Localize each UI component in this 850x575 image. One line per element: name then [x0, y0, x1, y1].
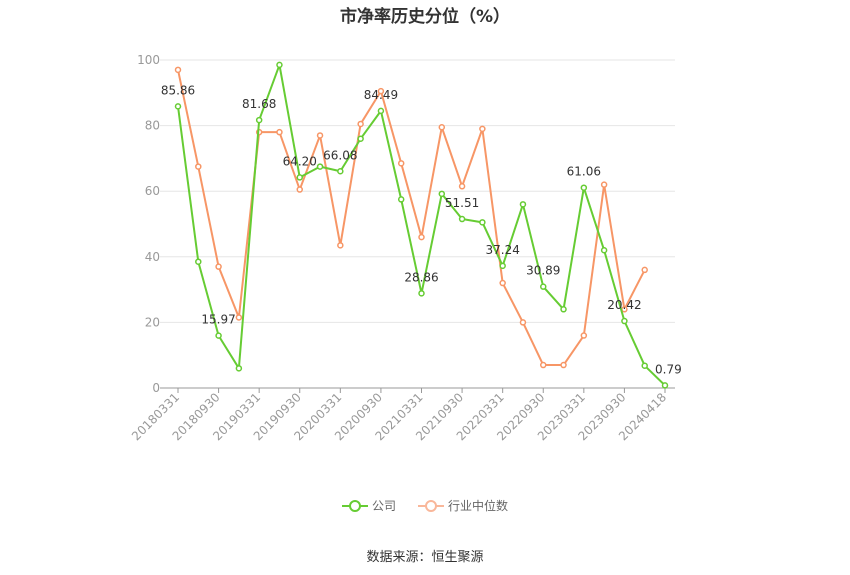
data-label: 15.97: [201, 313, 235, 327]
point-company[interactable]: [316, 163, 324, 170]
point-company[interactable]: [641, 362, 648, 369]
point-industry[interactable]: [600, 181, 608, 188]
point-industry[interactable]: [337, 242, 344, 249]
y-tick-label: 20: [145, 315, 160, 329]
data-label: 85.86: [161, 83, 195, 97]
data-label: 30.89: [526, 264, 560, 278]
point-company[interactable]: [195, 258, 202, 265]
data-label: 0.79: [655, 362, 682, 376]
point-industry[interactable]: [438, 123, 446, 131]
point-industry[interactable]: [215, 263, 222, 270]
point-industry[interactable]: [641, 266, 648, 274]
point-company[interactable]: [255, 116, 263, 124]
y-tick-label: 100: [137, 53, 160, 67]
legend-company-label: 公司: [371, 499, 396, 513]
legend-item-company[interactable]: 公司: [341, 497, 396, 514]
data-labels: 85.86 15.97 81.68 64.20 66.08 84.49 28.86 51.51…: [161, 83, 682, 376]
point-company[interactable]: [661, 382, 669, 389]
point-company[interactable]: [418, 290, 425, 297]
point-company[interactable]: [397, 196, 405, 203]
point-industry[interactable]: [479, 125, 486, 133]
point-company[interactable]: [337, 168, 344, 175]
point-industry[interactable]: [296, 186, 303, 193]
x-axis: 2018033120180930201903312019093020200331…: [129, 387, 675, 443]
legend-item-industry[interactable]: 行业中位数: [418, 497, 508, 514]
legend: 公司 行业中位数: [0, 497, 850, 514]
point-company[interactable]: [621, 317, 628, 325]
data-source: 数据来源：恒生聚源: [366, 550, 484, 565]
point-company[interactable]: [357, 135, 364, 142]
point-company[interactable]: [458, 215, 466, 223]
point-company[interactable]: [215, 332, 222, 339]
series-line-industry: [177, 69, 646, 367]
point-industry[interactable]: [540, 361, 547, 369]
chart-title: 市净率历史分位（%）: [339, 7, 511, 27]
point-company[interactable]: [479, 219, 486, 226]
point-industry[interactable]: [560, 361, 567, 369]
legend-industry-marker: [418, 499, 444, 513]
series-line-company: [177, 63, 666, 387]
point-company[interactable]: [580, 184, 588, 191]
point-industry[interactable]: [235, 314, 243, 321]
data-label: 64.20: [283, 154, 317, 168]
y-tick-label: 40: [145, 250, 160, 264]
point-company[interactable]: [276, 61, 283, 69]
data-label: 84.49: [364, 88, 398, 102]
data-label: 51.51: [445, 196, 479, 210]
point-company[interactable]: [174, 103, 182, 110]
data-label: 81.68: [242, 97, 276, 111]
point-company[interactable]: [377, 107, 385, 115]
legend-company-marker: [341, 499, 368, 513]
point-company[interactable]: [296, 174, 303, 181]
y-tick-label: 60: [145, 184, 160, 198]
point-industry[interactable]: [316, 132, 324, 139]
data-label: 20.42: [607, 298, 641, 312]
point-industry[interactable]: [377, 87, 385, 95]
point-industry[interactable]: [499, 279, 506, 287]
y-axis: 0 20 40 60 80 100: [137, 53, 160, 395]
data-label: 66.08: [323, 148, 357, 162]
point-industry[interactable]: [580, 332, 588, 339]
point-company[interactable]: [499, 262, 506, 270]
data-label: 37.24: [485, 243, 519, 257]
point-industry[interactable]: [174, 66, 182, 74]
point-company[interactable]: [540, 283, 547, 290]
point-industry[interactable]: [357, 120, 364, 128]
legend-industry-label: 行业中位数: [448, 499, 509, 513]
series-lines: [174, 61, 669, 389]
point-industry[interactable]: [418, 233, 425, 241]
point-company[interactable]: [235, 365, 243, 372]
point-company[interactable]: [560, 306, 567, 313]
point-industry[interactable]: [276, 128, 283, 136]
point-industry[interactable]: [519, 319, 527, 326]
point-industry[interactable]: [458, 183, 466, 190]
data-label: 28.86: [404, 270, 438, 284]
point-company[interactable]: [519, 201, 527, 208]
data-label: 61.06: [567, 165, 601, 179]
point-company[interactable]: [438, 190, 446, 198]
point-industry[interactable]: [195, 163, 202, 170]
y-tick-label: 0: [152, 381, 160, 395]
point-industry[interactable]: [397, 160, 405, 167]
y-tick-label: 80: [145, 119, 160, 133]
point-company[interactable]: [600, 246, 608, 254]
